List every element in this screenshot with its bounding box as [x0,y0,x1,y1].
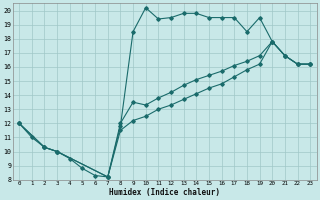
X-axis label: Humidex (Indice chaleur): Humidex (Indice chaleur) [109,188,220,197]
